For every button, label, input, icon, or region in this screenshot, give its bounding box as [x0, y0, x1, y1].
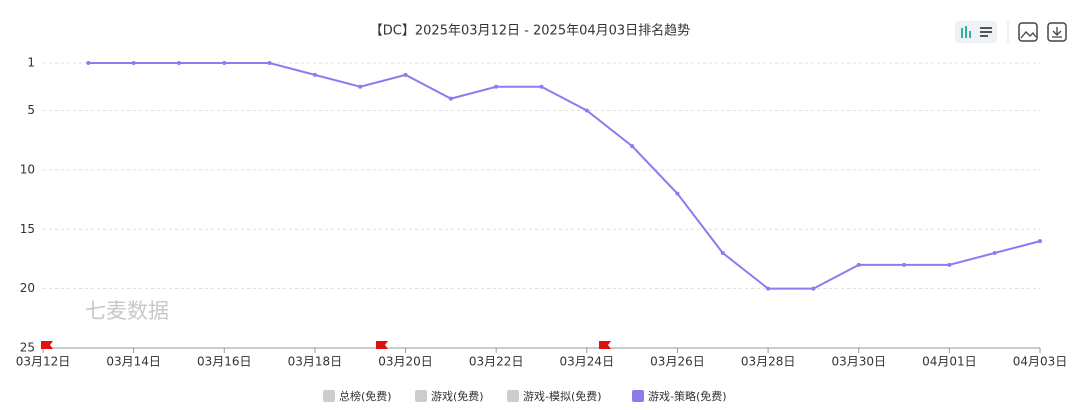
legend-label: 游戏-策略(免费) [648, 389, 727, 403]
y-tick-label: 20 [20, 281, 35, 295]
point [584, 108, 589, 113]
y-tick-label: 25 [20, 341, 35, 355]
point [720, 251, 725, 255]
x-tick-label: 03月24日 [560, 355, 615, 369]
point [1038, 239, 1042, 244]
point [494, 84, 499, 89]
download-button[interactable] [1047, 22, 1067, 42]
point [947, 262, 952, 267]
y-tick-label: 1 [27, 56, 35, 70]
toolbar [955, 21, 1067, 43]
y-tick-label: 5 [27, 103, 35, 117]
y-tick-label: 10 [20, 162, 35, 176]
point [539, 84, 544, 89]
legend-label: 总榜(免费) [339, 389, 392, 403]
x-tick-label: 03月26日 [650, 355, 705, 369]
point [86, 61, 91, 65]
point [403, 72, 408, 77]
x-tick-label: 03月28日 [741, 355, 796, 369]
point [176, 61, 181, 65]
point [630, 144, 635, 149]
point [448, 96, 453, 101]
legend-swatch[interactable] [632, 390, 644, 402]
x-tick-label: 03月18日 [288, 355, 343, 369]
legend-swatch[interactable] [323, 390, 335, 402]
point [358, 84, 363, 89]
point [131, 61, 136, 65]
y-tick-label: 15 [20, 222, 35, 236]
watermark: 七麦数据 [85, 299, 169, 323]
point [766, 286, 771, 291]
x-tick-label: 03月12日 [16, 355, 71, 369]
point [992, 251, 997, 255]
legend-swatch[interactable] [415, 390, 427, 402]
point [267, 61, 272, 65]
save-image-button[interactable] [1018, 22, 1038, 42]
point [222, 61, 227, 65]
x-tick-label: 03月20日 [378, 355, 433, 369]
x-tick-label: 03月14日 [106, 355, 161, 369]
x-tick-label: 04月01日 [922, 355, 977, 369]
point [856, 262, 861, 267]
legend-label: 游戏(免费) [431, 389, 484, 403]
x-tick-label: 04月03日 [1013, 355, 1068, 369]
event-flags [41, 341, 611, 355]
x-tick-label: 03月22日 [469, 355, 524, 369]
legend-swatch[interactable] [507, 390, 519, 402]
x-tick-label: 03月30日 [831, 355, 886, 369]
point [675, 191, 680, 196]
legend-label: 游戏-模拟(免费) [523, 389, 602, 403]
x-tick-label: 03月16日 [197, 355, 252, 369]
point [811, 286, 816, 291]
point [902, 262, 907, 267]
point [312, 72, 317, 77]
series-line [88, 62, 1041, 290]
chart-title: 【DC】2025年03月12日 - 2025年04月03日排名趋势 [370, 23, 690, 39]
